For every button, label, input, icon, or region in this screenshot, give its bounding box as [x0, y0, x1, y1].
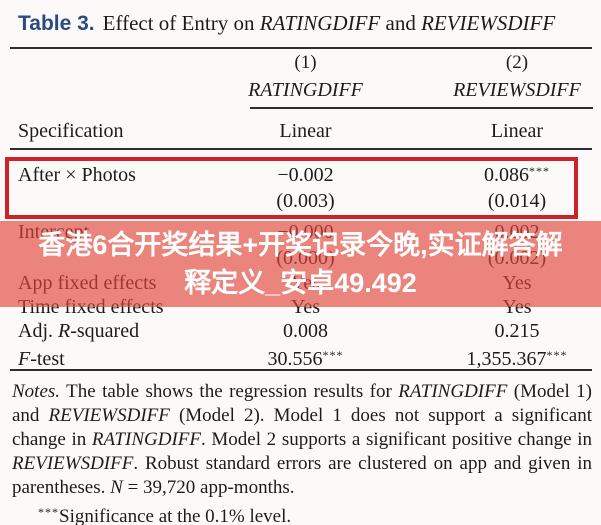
header-body-rule — [10, 148, 592, 150]
table-number-label: Table 3. — [18, 12, 95, 35]
after-photos-se-col1: (0.003) — [276, 190, 335, 212]
title-var-ratingdiff: RATINGDIFF — [259, 11, 381, 35]
col1-number: (1) — [294, 52, 317, 73]
adj-r2-col2: 0.215 — [494, 320, 540, 342]
after-photos-coef-col1: −0.002 — [277, 164, 334, 186]
f-test-col1: 30.556*** — [267, 348, 344, 370]
significance-stars: *** — [546, 348, 568, 362]
bottom-rule — [10, 369, 592, 371]
row-adj-r-squared: Adj. R-squared 0.008 0.215 — [0, 319, 601, 343]
significance-stars: *** — [322, 348, 344, 362]
specification-row: Specification Linear Linear — [0, 109, 601, 148]
row-after-photos-coef: After × Photos −0.002 0.086*** — [0, 156, 601, 186]
col2-variable-header: REVIEWSDIFF — [453, 79, 581, 101]
col2-number: (2) — [505, 52, 529, 73]
specification-col1: Linear — [279, 120, 332, 142]
row-f-test: F-test 30.556*** 1,355.367*** — [0, 343, 601, 370]
adj-r2-label: Adj. R-squared — [18, 320, 140, 342]
row-after-photos-se: (0.003) (0.014) — [0, 186, 601, 216]
title-var-reviewsdiff: REVIEWSDIFF — [421, 11, 556, 35]
significance-note: ***Significance at the 0.1% level. — [38, 505, 292, 525]
spam-banner-line1: 香港6合开奖结果+开奖记录今晚,实证解答解 — [38, 230, 563, 260]
table-notes: Notes. The table shows the regression re… — [12, 381, 593, 498]
f-test-label: F-test — [18, 348, 65, 370]
highlight-box — [5, 157, 578, 219]
after-photos-coef-col2: 0.086*** — [484, 164, 550, 186]
specification-col2: Linear — [490, 120, 544, 142]
after-photos-se-col2: (0.014) — [487, 190, 547, 212]
table-title: Table 3. Effect of Entry on RATINGDIFF an… — [0, 0, 601, 38]
column-number-header-row: (1) (2) — [0, 49, 601, 74]
significance-stars: *** — [529, 164, 550, 178]
notes-label: Notes. — [12, 381, 61, 402]
top-rule — [10, 47, 592, 49]
col1-variable-header: RATINGDIFF — [248, 79, 363, 101]
title-conjunction: and — [380, 11, 422, 35]
column-variable-header-row: RATINGDIFF REVIEWSDIFF — [0, 74, 601, 102]
spam-banner-line2: 释定义_安卓49.492 — [184, 268, 417, 298]
spam-overlay-banner: 香港6合开奖结果+开奖记录今晚,实证解答解 释定义_安卓49.492 — [0, 221, 601, 307]
table-title-text: Effect of Entry on — [102, 11, 260, 35]
header-underline-rule — [250, 107, 593, 109]
specification-label: Specification — [18, 120, 124, 142]
significance-stars: *** — [38, 505, 59, 519]
after-photos-label: After × Photos — [18, 164, 136, 186]
f-test-col2: 1,355.367*** — [466, 348, 568, 370]
adj-r2-col1: 0.008 — [283, 320, 328, 342]
